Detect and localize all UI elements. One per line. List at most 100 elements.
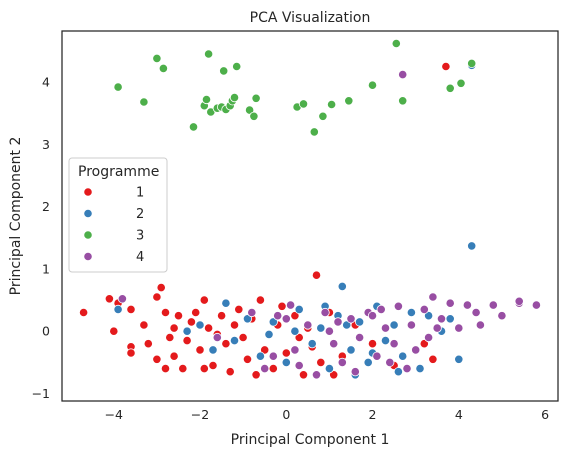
data-point: [354, 332, 365, 343]
data-point: [303, 320, 313, 330]
data-point: [208, 345, 218, 355]
data-point: [195, 320, 205, 330]
data-point: [199, 295, 209, 305]
data-point: [337, 357, 347, 367]
data-point: [333, 317, 343, 327]
legend-title: Programme: [78, 164, 159, 180]
data-point: [204, 49, 214, 59]
legend-item-4: 4: [83, 250, 144, 265]
data-point: [329, 339, 339, 349]
x-tick-labels: −4 −2 0 2 4 6: [105, 407, 550, 422]
data-point: [346, 314, 356, 324]
data-point: [221, 298, 231, 308]
data-point: [217, 311, 227, 321]
data-point: [208, 360, 218, 371]
data-point: [441, 61, 451, 72]
data-point: [320, 307, 330, 318]
data-point: [316, 323, 326, 333]
x-tick-label: −4: [105, 407, 123, 422]
data-point: [311, 370, 322, 380]
data-point: [152, 354, 162, 364]
data-point: [432, 323, 442, 333]
data-point: [260, 363, 270, 374]
data-point: [445, 83, 455, 93]
data-point: [152, 53, 162, 64]
data-point: [445, 314, 455, 324]
data-point: [428, 354, 438, 364]
data-point: [298, 370, 309, 380]
data-point: [182, 326, 192, 336]
data-point: [79, 307, 89, 318]
data-point: [152, 292, 162, 302]
data-point: [268, 363, 278, 374]
data-point: [195, 345, 205, 355]
data-point: [186, 317, 196, 327]
data-point: [234, 304, 244, 314]
data-point: [268, 351, 278, 361]
data-point: [219, 66, 229, 76]
data-point: [419, 339, 429, 349]
data-point: [290, 345, 300, 355]
data-point: [260, 345, 270, 355]
legend-label: 3: [136, 229, 144, 244]
legend-marker: [83, 251, 93, 262]
data-point: [462, 300, 472, 310]
data-point: [188, 122, 199, 132]
data-point: [376, 304, 386, 314]
x-axis-label: Principal Component 1: [231, 432, 390, 448]
legend-marker: [83, 208, 93, 219]
data-point: [191, 307, 201, 318]
data-point: [454, 323, 464, 333]
data-point: [350, 367, 360, 377]
y-tick-label: 4: [42, 75, 50, 90]
y-tick-label: 2: [42, 199, 50, 214]
data-point: [380, 323, 391, 333]
x-tick-label: 4: [455, 407, 463, 422]
data-point: [428, 292, 438, 302]
data-point: [436, 314, 447, 324]
data-point: [251, 93, 261, 103]
data-point: [454, 354, 464, 364]
data-point: [247, 307, 257, 318]
plot-frame: [61, 30, 559, 402]
data-point: [411, 345, 421, 355]
legend-item-3: 3: [83, 229, 144, 244]
data-point: [298, 99, 309, 109]
data-point: [467, 241, 477, 251]
legend-label: 1: [136, 186, 144, 201]
x-tick-label: 0: [282, 407, 290, 422]
data-point: [393, 367, 403, 377]
data-point: [367, 339, 378, 349]
data-point: [238, 332, 248, 343]
data-point: [419, 304, 429, 314]
data-point: [139, 97, 149, 107]
data-point: [294, 304, 304, 314]
data-point: [143, 339, 153, 349]
data-point: [389, 320, 399, 330]
data-point: [514, 296, 524, 306]
data-point: [229, 320, 240, 330]
legend-label: 2: [136, 207, 144, 222]
data-point: [318, 111, 328, 121]
data-point: [212, 332, 222, 343]
data-point: [316, 357, 326, 367]
data-point: [497, 311, 507, 321]
data-point: [117, 294, 128, 304]
data-point: [380, 335, 391, 346]
data-point: [255, 351, 265, 361]
series-2: [113, 60, 477, 380]
data-point: [445, 298, 455, 308]
data-point: [242, 314, 253, 324]
data-point: [255, 295, 265, 305]
data-point: [249, 111, 259, 121]
data-point: [398, 70, 408, 80]
data-point: [471, 307, 481, 318]
data-point: [229, 335, 240, 346]
data-point: [294, 332, 304, 343]
legend-item-2: 2: [83, 207, 144, 222]
data-point: [324, 326, 334, 336]
data-point: [126, 304, 136, 314]
data-point: [232, 61, 242, 72]
data-point: [242, 354, 253, 364]
y-tick-labels: −1 0 1 2 3 4: [32, 75, 50, 401]
